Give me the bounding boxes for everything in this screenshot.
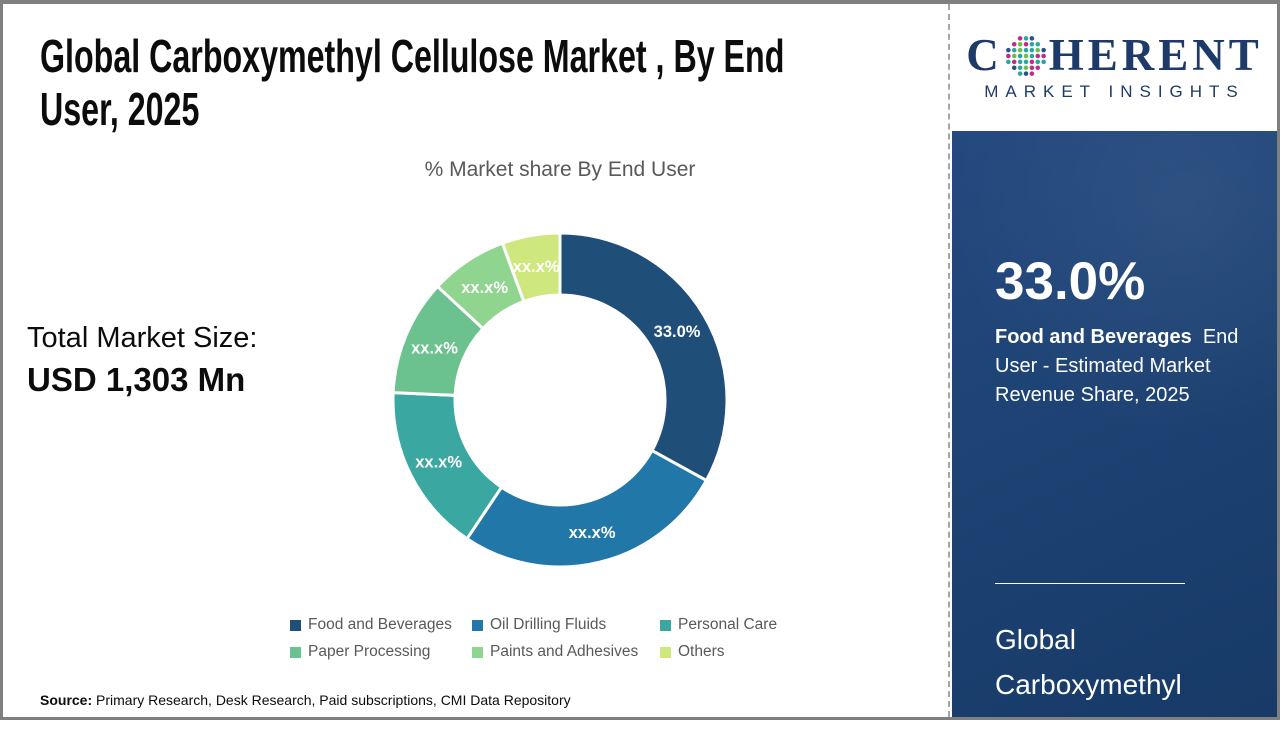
globe-dot (1011, 41, 1017, 47)
globe-dot (1011, 64, 1017, 70)
globe-dot (1041, 47, 1046, 52)
globe-dot (1023, 47, 1028, 52)
legend-item: Others (660, 643, 810, 661)
globe-dot (1017, 41, 1023, 47)
legend-swatch (472, 646, 483, 658)
legend-swatch (472, 619, 483, 631)
chart-title: % Market share By End User (424, 158, 696, 181)
globe-dot (1023, 64, 1028, 70)
slice-label: xx.x% (569, 524, 616, 542)
globe-dot (1035, 53, 1040, 58)
globe-dot (1029, 64, 1034, 70)
globe-dot (1005, 47, 1011, 52)
legend-item: Paper Processing (290, 643, 472, 661)
slice-label: xx.x% (461, 279, 508, 297)
stat-desc-rest: End User - Estimated Market Revenue Shar… (995, 326, 1244, 406)
donut-chart-container: 33.0% xx.x% xx.x% xx.x% xx.x% xx.x% (360, 200, 760, 600)
vertical-dashed-divider (948, 4, 950, 717)
logo-globe-icon (1005, 35, 1046, 76)
logo-wordmark: C HERENT (966, 33, 1263, 78)
globe-dot (1011, 53, 1017, 58)
globe-dot (1023, 41, 1028, 47)
donut-slice (500, 231, 562, 303)
globe-dot (1017, 64, 1023, 70)
legend-label: Food and Beverages (308, 616, 452, 633)
globe-dot (1017, 70, 1023, 76)
globe-dot (1029, 70, 1034, 76)
donut-chart: 33.0% xx.x% xx.x% xx.x% xx.x% xx.x% (391, 231, 729, 569)
stat-desc-segment-name: Food and Beverages (995, 326, 1192, 348)
highlight-stat-description: Food and Beverages End User - Estimated … (995, 323, 1247, 410)
legend-label: Paper Processing (308, 643, 431, 660)
sidebar-blue-panel: 33.0% Food and Beverages End User - Esti… (952, 131, 1277, 745)
globe-dot (1011, 59, 1017, 64)
legend-label: Oil Drilling Fluids (490, 616, 607, 633)
legend-item: Food and Beverages (290, 616, 472, 634)
logo-subtitle: MARKET INSIGHTS (984, 82, 1245, 101)
logo-letters-herent: HERENT (1048, 30, 1263, 80)
sidebar-market-name: Global Carboxymethyl Cellulose Market (995, 624, 1204, 745)
globe-dot (1035, 59, 1040, 64)
total-market-size-block: Total Market Size: USD 1,303 Mn (27, 322, 257, 399)
globe-dot (1017, 59, 1023, 64)
legend-swatch (290, 646, 301, 658)
globe-dot (1017, 35, 1023, 41)
source-line: Source: Primary Research, Desk Research,… (40, 692, 571, 708)
company-logo: C HERENT MARKET INSIGHTS (952, 4, 1277, 131)
source-text: Primary Research, Desk Research, Paid su… (92, 692, 571, 708)
globe-dot (1023, 35, 1028, 41)
globe-dot (1041, 59, 1046, 64)
slice-label: xx.x% (415, 453, 462, 471)
globe-dot (1023, 59, 1028, 64)
legend-label: Others (678, 643, 725, 660)
highlight-stat-value: 33.0% (995, 252, 1146, 311)
page-title-line2: User, 2025 (40, 83, 200, 135)
logo-letter-c: C (966, 30, 1003, 80)
page-title-line1: Global Carboxymethyl Cellulose Market , … (40, 30, 785, 82)
globe-dot (1023, 53, 1028, 58)
slice-label: xx.x% (513, 258, 560, 276)
sidebar-divider-line (995, 583, 1185, 584)
right-sidebar: C HERENT MARKET INSIGHTS 33.0% Food and … (952, 4, 1277, 745)
slice-label: 33.0% (654, 323, 701, 341)
globe-dot (1035, 41, 1040, 47)
globe-dot (1023, 70, 1028, 76)
globe-dot (1035, 64, 1040, 70)
globe-dot (1017, 53, 1023, 58)
legend-item: Personal Care (660, 616, 810, 634)
globe-dot (1005, 59, 1011, 64)
source-label: Source: (40, 692, 93, 708)
legend-item: Oil Drilling Fluids (472, 616, 660, 634)
legend-label: Personal Care (678, 616, 778, 633)
globe-dot (1029, 59, 1034, 64)
globe-dot (1029, 41, 1034, 47)
globe-dot (1005, 53, 1011, 58)
globe-dot (1017, 47, 1023, 52)
globe-dot (1011, 47, 1017, 52)
chart-legend: Food and Beverages Oil Drilling Fluids Per… (290, 616, 810, 661)
donut-slice (558, 231, 729, 482)
legend-swatch (290, 619, 301, 631)
globe-dot (1029, 53, 1034, 58)
globe-dot (1029, 35, 1034, 41)
globe-dot (1029, 47, 1034, 52)
globe-dot (1041, 53, 1046, 58)
globe-dot (1035, 47, 1040, 52)
legend-item: Paints and Adhesives (472, 643, 660, 661)
legend-swatch (660, 646, 671, 658)
donut-slice (465, 449, 708, 569)
legend-label: Paints and Adhesives (490, 643, 639, 660)
page-title: Global Carboxymethyl Cellulose Market , … (40, 30, 784, 136)
legend-swatch (660, 619, 671, 631)
total-market-size-label: Total Market Size: (27, 322, 258, 354)
slice-label: xx.x% (411, 340, 458, 358)
total-market-size-value: USD 1,303 Mn (27, 361, 246, 398)
